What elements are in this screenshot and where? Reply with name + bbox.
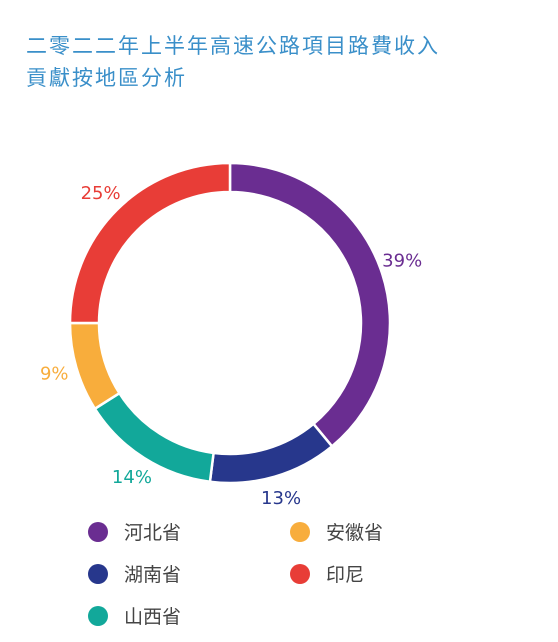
slice-4 — [68, 321, 122, 411]
slice-label-5: 25% — [81, 183, 121, 204]
slice-1 — [228, 161, 392, 449]
chart-title: 二零二二年上半年高速公路項目路費收入 貢獻按地區分析 — [26, 30, 526, 94]
slice-label-4: 9% — [40, 364, 69, 385]
slice-2 — [208, 422, 334, 485]
slice-5 — [68, 161, 232, 325]
slice-label-3: 14% — [112, 467, 152, 488]
slice-label-2: 13% — [261, 488, 301, 509]
chart-title-line-1: 二零二二年上半年高速公路項目路費收入 — [26, 34, 440, 58]
chart-title-line-2: 貢獻按地區分析 — [26, 66, 187, 90]
slice-label-1: 39% — [382, 251, 422, 272]
